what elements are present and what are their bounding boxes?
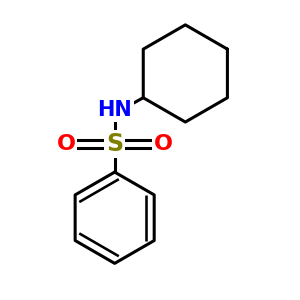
Text: O: O bbox=[154, 134, 173, 154]
Text: O: O bbox=[57, 134, 76, 154]
Text: S: S bbox=[106, 132, 123, 156]
Text: HN: HN bbox=[97, 100, 132, 120]
